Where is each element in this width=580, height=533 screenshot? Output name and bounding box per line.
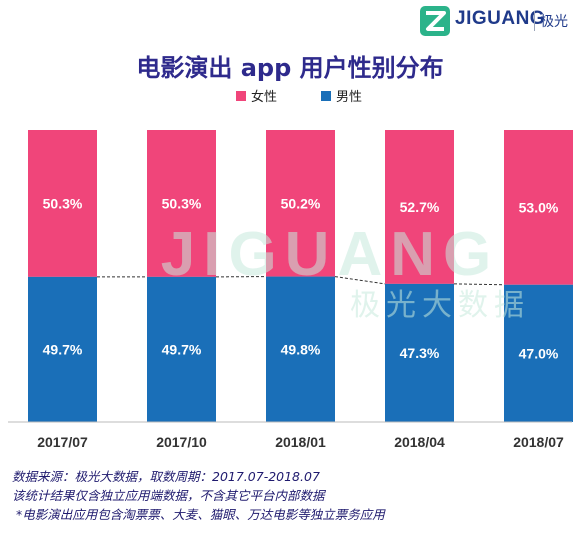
legend-label-female: 女性 [251, 90, 278, 105]
legend-item-male: 男性 [321, 86, 362, 105]
legend-swatch-female [236, 90, 246, 101]
connector-line [453, 283, 505, 286]
data-label-male: 47.0% [519, 345, 559, 361]
data-label-female: 52.7% [400, 199, 440, 215]
jiguang-logo-icon [420, 6, 450, 36]
bar-female [385, 130, 454, 284]
logo-brand: JIGUANG [455, 8, 546, 29]
bar-male [266, 276, 335, 422]
data-label-female: 50.2% [281, 195, 321, 211]
data-label-female: 50.3% [43, 195, 83, 211]
x-tick-label: 2017/10 [156, 434, 207, 450]
bar-female [147, 130, 216, 277]
chart-legend: 女性 男性 [0, 86, 580, 106]
chart-title: 电影演出 app 用户性别分布 [136, 54, 444, 82]
x-tick-label: 2017/07 [37, 434, 88, 450]
bar-male [385, 283, 454, 422]
bar-male [28, 276, 97, 422]
bar-male [147, 276, 216, 422]
bar-male [504, 284, 573, 422]
legend-label-male: 男性 [336, 90, 363, 105]
bar-female [28, 130, 97, 277]
legend-swatch-male [321, 90, 331, 101]
data-label-male: 49.8% [281, 341, 321, 357]
bar-female [266, 130, 335, 277]
footnote-source: 数据来源：极光大数据，取数周期：2017.07-2018.07 [12, 469, 320, 484]
connector-line [334, 276, 386, 285]
x-tick-label: 2018/07 [513, 434, 564, 450]
data-label-male: 49.7% [162, 341, 202, 357]
jiguang-logo [420, 6, 450, 36]
bar-female [504, 130, 573, 285]
x-tick-label: 2018/01 [275, 434, 326, 450]
footnote-scope: 该统计结果仅含独立应用端数据，不含其它平台内部数据 [12, 488, 325, 503]
watermark-subtext: 极光大数据 [350, 288, 530, 323]
data-label-female: 53.0% [519, 199, 559, 215]
data-label-female: 50.3% [162, 195, 202, 211]
x-tick-label: 2018/04 [394, 434, 445, 450]
logo-brand-cn: 极光 [540, 14, 568, 30]
data-label-male: 47.3% [400, 345, 440, 361]
legend-item-female: 女性 [236, 86, 277, 105]
logo-divider [534, 11, 535, 31]
footnote-apps: *电影演出应用包含淘票票、大麦、猫眼、万达电影等独立票务应用 [16, 507, 385, 522]
watermark-text: JIGUANG [161, 220, 499, 289]
data-label-male: 49.7% [43, 341, 83, 357]
stacked-bar-chart: 50.3% 49.7% 2017/07 50.3% 49.7% 2017/10 50.2% 4… [8, 130, 573, 450]
